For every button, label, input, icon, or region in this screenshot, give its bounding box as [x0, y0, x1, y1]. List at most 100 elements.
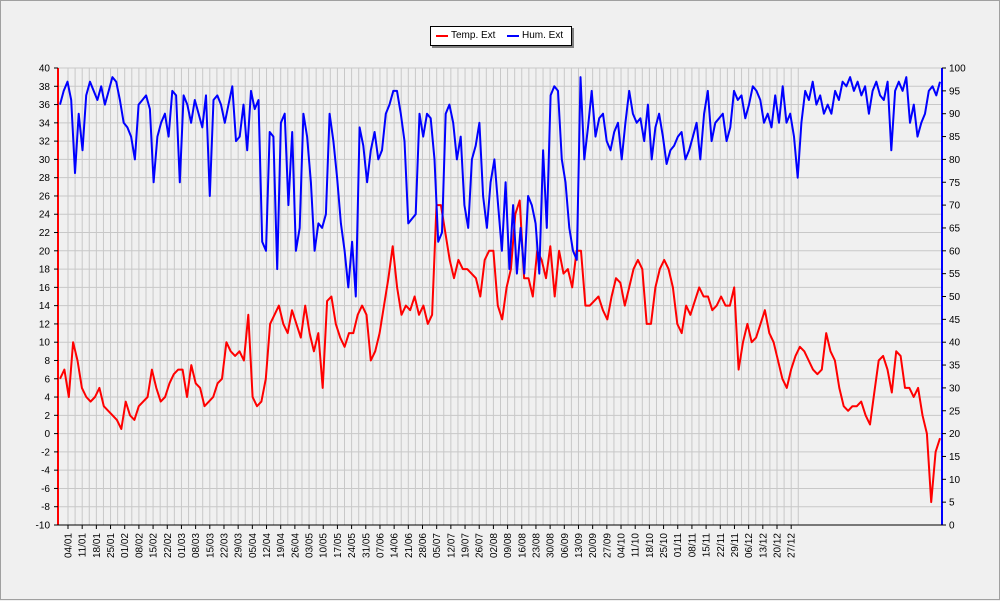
x-tick-label: 02/08: [489, 533, 500, 558]
right-tick-label: 75: [949, 178, 961, 189]
right-tick-label: 85: [949, 132, 961, 143]
x-tick-label: 23/08: [531, 533, 542, 558]
x-tick-label: 16/08: [517, 533, 528, 558]
right-tick-label: 90: [949, 109, 961, 120]
legend-swatch-temp: [436, 34, 448, 37]
x-tick-label: 12/07: [446, 533, 457, 558]
x-tick-label: 04/01: [64, 533, 75, 558]
x-tick-label: 26/04: [290, 533, 301, 558]
right-tick-label: 80: [949, 155, 961, 166]
x-tick-label: 12/04: [262, 533, 273, 558]
x-tick-label: 06/12: [744, 533, 755, 558]
right-tick-label: 65: [949, 223, 961, 234]
left-tick-label: 22: [39, 228, 51, 239]
right-tick-label: 45: [949, 315, 961, 326]
right-tick-label: 20: [949, 429, 961, 440]
x-tick-label: 15/02: [149, 533, 160, 558]
left-tick-label: 32: [39, 137, 51, 148]
x-tick-label: 29/03: [234, 533, 245, 558]
x-tick-label: 24/05: [347, 533, 358, 558]
x-tick-label: 28/06: [418, 533, 429, 558]
left-tick-label: 40: [39, 64, 51, 75]
x-tick-label: 01/11: [673, 533, 684, 558]
right-tick-label: 55: [949, 269, 961, 280]
legend-label-humidity: Hum. Ext: [522, 30, 564, 41]
left-tick-label: 0: [44, 429, 50, 440]
legend-label-temp: Temp. Ext: [451, 30, 496, 41]
x-tick-label: 22/03: [219, 533, 230, 558]
x-tick-label: 09/08: [503, 533, 514, 558]
vertical-gridlines: [67, 68, 799, 525]
x-tick-label: 10/05: [319, 533, 330, 558]
right-tick-label: 40: [949, 338, 961, 349]
left-tick-label: 18: [39, 265, 51, 276]
left-tick-label: 34: [39, 118, 51, 129]
left-tick-label: 10: [39, 338, 51, 349]
left-tick-label: 20: [39, 246, 51, 257]
left-tick-label: -6: [41, 484, 50, 495]
x-tick-label: 13/12: [758, 533, 769, 558]
legend-swatch-humidity: [507, 34, 519, 37]
right-axis-ticks: 0 5 10 15 20 25 30 35 40 45 50 55 60 65 70 75 80 85 90 95 10…: [942, 64, 966, 532]
x-tick-label: 18/10: [645, 533, 656, 558]
x-tick-label: 11/01: [78, 533, 89, 558]
left-tick-label: 16: [39, 283, 51, 294]
x-tick-label: 27/12: [787, 533, 798, 558]
right-tick-label: 30: [949, 383, 961, 394]
x-tick-label: 08/11: [687, 533, 698, 558]
x-tick-label: 19/04: [276, 533, 287, 558]
temp-ext-line: [59, 199, 941, 504]
series-layer: [59, 76, 941, 504]
x-tick-label: 22/11: [716, 533, 727, 558]
x-tick-label: 08/02: [134, 533, 145, 558]
x-tick-label: 11/10: [631, 533, 642, 558]
x-tick-label: 08/03: [191, 533, 202, 558]
x-tick-label: 31/05: [361, 533, 372, 558]
legend-item-humidity: Hum. Ext: [507, 30, 563, 41]
x-tick-label: 15/03: [205, 533, 216, 558]
x-tick-label: 25/10: [659, 533, 670, 558]
left-tick-label: -8: [41, 502, 50, 513]
x-tick-label: 01/02: [120, 533, 131, 558]
right-tick-label: 0: [949, 521, 955, 532]
x-tick-label: 03/05: [305, 533, 316, 558]
left-tick-label: 14: [39, 301, 51, 312]
left-tick-label: 36: [39, 100, 51, 111]
left-tick-label: 24: [39, 210, 51, 221]
right-tick-label: 70: [949, 201, 961, 212]
left-tick-label: 30: [39, 155, 51, 166]
left-tick-label: 6: [44, 374, 50, 385]
x-tick-label: 29/11: [730, 533, 741, 558]
x-tick-label: 01/03: [177, 533, 188, 558]
left-tick-label: 2: [44, 411, 50, 422]
right-tick-label: 95: [949, 86, 961, 97]
x-tick-label: 04/10: [617, 533, 628, 558]
left-tick-label: 38: [39, 82, 51, 93]
x-tick-label: 27/09: [602, 533, 613, 558]
x-tick-label: 21/06: [404, 533, 415, 558]
right-tick-label: 5: [949, 498, 955, 509]
right-tick-label: 25: [949, 406, 961, 417]
x-tick-label: 05/04: [248, 533, 259, 558]
x-tick-label: 14/06: [390, 533, 401, 558]
x-tick-label: 20/09: [588, 533, 599, 558]
x-axis-ticks: 04/01 11/01 18/01 25/01 01/02 08/02 15/02 22/02…: [64, 525, 798, 558]
legend: Temp. Ext Hum. Ext: [430, 26, 572, 46]
x-tick-label: 20/12: [773, 533, 784, 558]
x-tick-label: 05/07: [432, 533, 443, 558]
x-tick-label: 19/07: [461, 533, 472, 558]
left-tick-label: 28: [39, 173, 51, 184]
hum-ext-line: [59, 76, 941, 298]
left-tick-label: -10: [36, 521, 51, 532]
x-tick-label: 30/08: [546, 533, 557, 558]
right-tick-label: 10: [949, 475, 961, 486]
legend-item-temp: Temp. Ext: [436, 30, 495, 41]
x-tick-label: 07/06: [375, 533, 386, 558]
x-tick-label: 26/07: [475, 533, 486, 558]
x-tick-label: 13/09: [574, 533, 585, 558]
left-axis-ticks: -10-8-6-4-202468101214161820222426283032…: [36, 64, 58, 532]
right-tick-label: 35: [949, 361, 961, 372]
right-tick-label: 15: [949, 452, 961, 463]
